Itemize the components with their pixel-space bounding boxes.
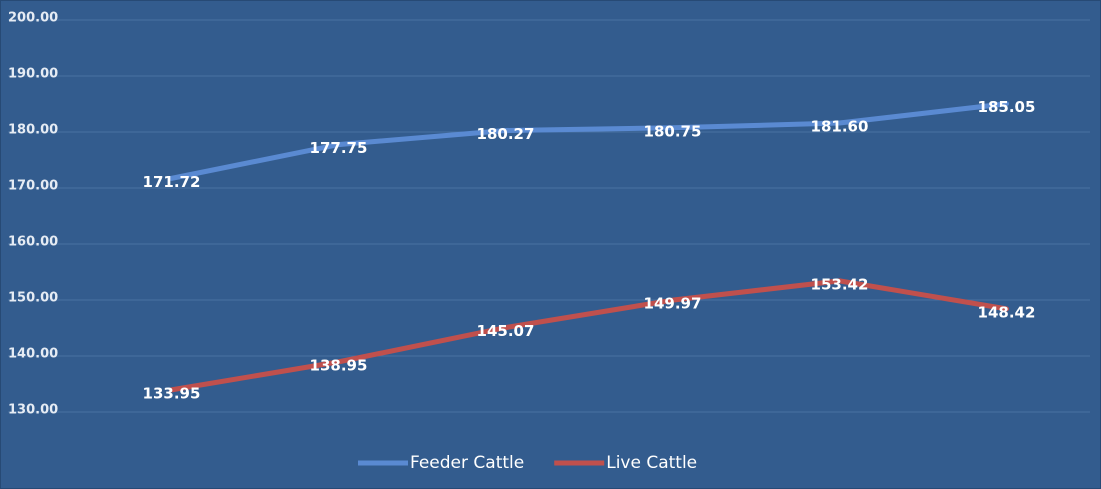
data-label: 148.42 <box>978 303 1036 321</box>
y-tick-label: 180.00 <box>8 123 58 138</box>
data-label: 153.42 <box>811 275 869 293</box>
data-label: 138.95 <box>310 356 368 374</box>
data-label: 145.07 <box>477 322 535 340</box>
y-tick-label: 170.00 <box>8 179 58 194</box>
legend-label: Feeder Cattle <box>410 453 524 473</box>
series-line <box>169 278 1009 393</box>
data-label: 180.75 <box>644 122 702 140</box>
data-label: 185.05 <box>978 98 1036 116</box>
y-tick-label: 160.00 <box>8 235 58 250</box>
legend-label: Live Cattle <box>606 453 697 473</box>
data-label: 171.72 <box>143 173 201 191</box>
series-line <box>169 101 1009 181</box>
y-tick-label: 190.00 <box>8 67 58 82</box>
y-tick-label: 200.00 <box>8 11 58 26</box>
data-label: 180.27 <box>477 125 535 143</box>
data-label: 177.75 <box>310 139 368 157</box>
data-label: 181.60 <box>811 118 869 136</box>
data-label: 133.95 <box>143 384 201 402</box>
data-label: 149.97 <box>644 295 702 313</box>
y-tick-label: 130.00 <box>8 403 58 418</box>
y-tick-label: 150.00 <box>8 291 58 306</box>
y-tick-label: 140.00 <box>8 347 58 362</box>
